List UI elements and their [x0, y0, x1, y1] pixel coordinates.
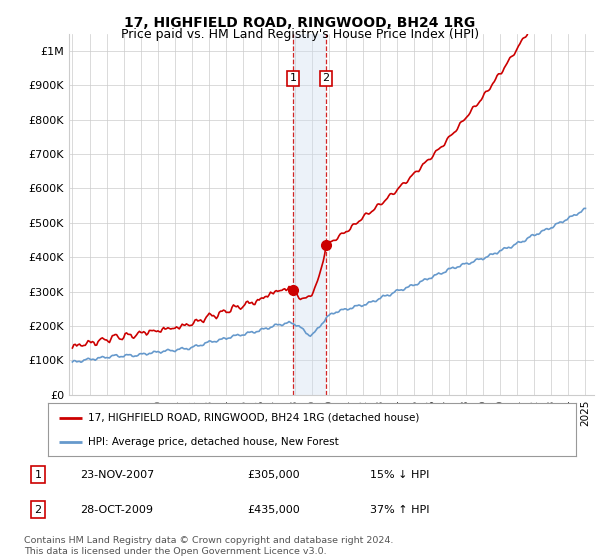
Bar: [293, 34, 326, 395]
Text: 15% ↓ HPI: 15% ↓ HPI: [370, 470, 430, 479]
Text: HPI: Average price, detached house, New Forest: HPI: Average price, detached house, New …: [88, 437, 338, 447]
Text: Price paid vs. HM Land Registry's House Price Index (HPI): Price paid vs. HM Land Registry's House …: [121, 28, 479, 41]
Text: 2: 2: [322, 73, 329, 83]
Text: 23-NOV-2007: 23-NOV-2007: [80, 470, 154, 479]
Text: 1: 1: [290, 73, 296, 83]
Text: 1: 1: [34, 470, 41, 479]
Text: 28-OCT-2009: 28-OCT-2009: [80, 505, 153, 515]
Text: £305,000: £305,000: [247, 470, 300, 479]
Text: £435,000: £435,000: [247, 505, 300, 515]
Text: 37% ↑ HPI: 37% ↑ HPI: [370, 505, 430, 515]
Text: Contains HM Land Registry data © Crown copyright and database right 2024.
This d: Contains HM Land Registry data © Crown c…: [24, 536, 394, 556]
Text: 17, HIGHFIELD ROAD, RINGWOOD, BH24 1RG (detached house): 17, HIGHFIELD ROAD, RINGWOOD, BH24 1RG (…: [88, 413, 419, 423]
Text: 17, HIGHFIELD ROAD, RINGWOOD, BH24 1RG: 17, HIGHFIELD ROAD, RINGWOOD, BH24 1RG: [124, 16, 476, 30]
Text: 2: 2: [34, 505, 41, 515]
